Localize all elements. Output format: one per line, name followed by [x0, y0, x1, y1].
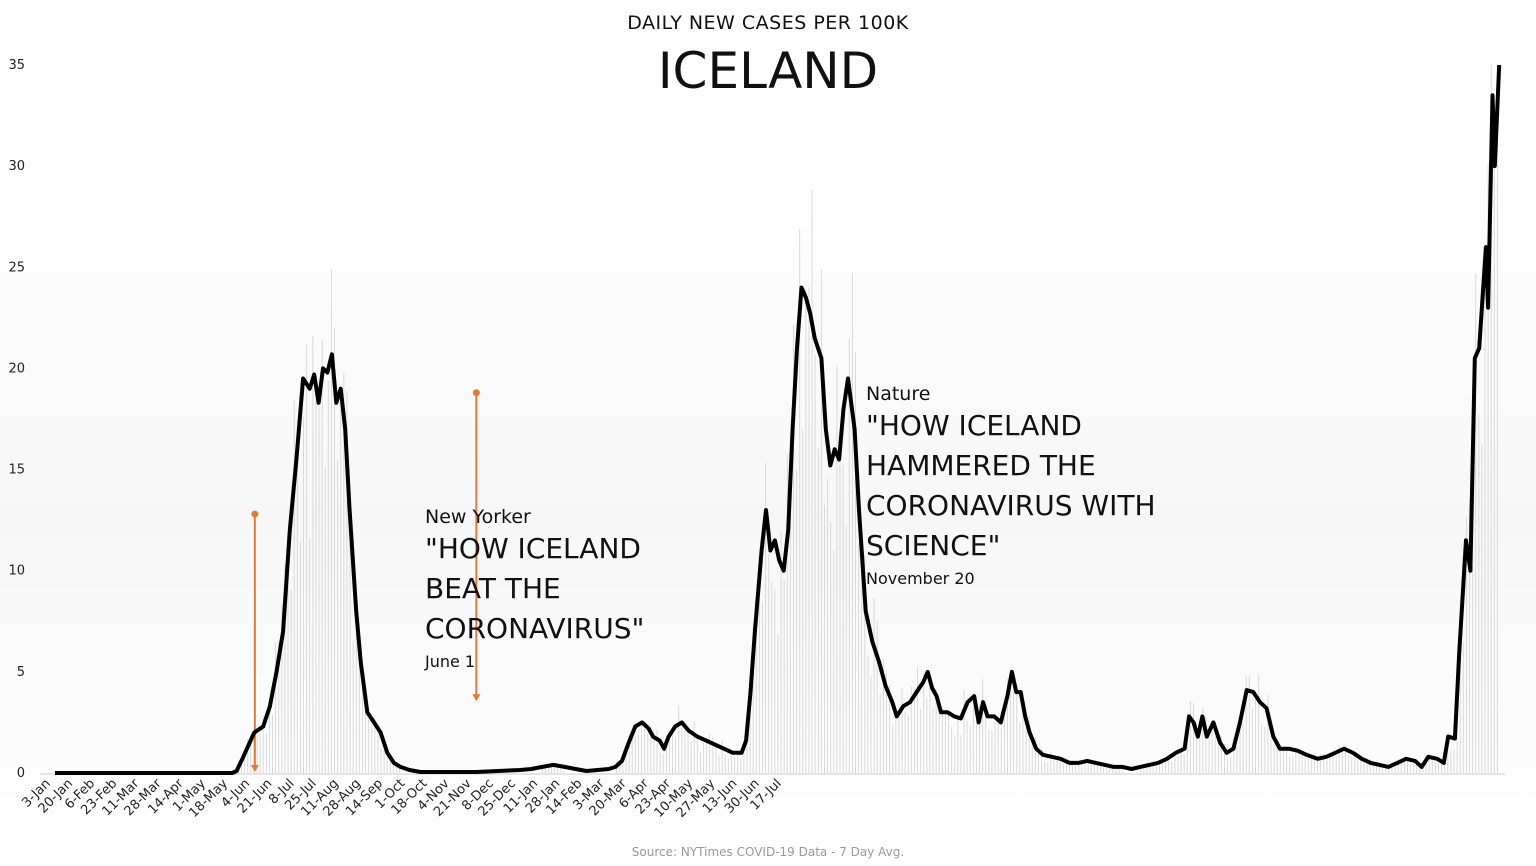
annotation-dot — [472, 389, 480, 397]
annotation-date: June 1 — [425, 652, 476, 671]
chart-title: ICELAND — [657, 42, 879, 100]
annotation-arrowhead — [472, 694, 481, 702]
annotation-headline-line: CORONAVIRUS WITH — [866, 489, 1156, 522]
source-note: Source: NYTimes COVID-19 Data - 7 Day Av… — [631, 845, 905, 859]
y-tick-label: 5 — [17, 665, 25, 680]
annotation-headline-line: "HOW ICELAND — [866, 409, 1082, 442]
y-tick-label: 10 — [8, 564, 25, 579]
y-tick-label: 20 — [8, 361, 25, 376]
annotation-new-yorker: New Yorker "HOW ICELAND BEAT THE CORONAV… — [425, 505, 644, 673]
annotation-headline-line: HAMMERED THE — [866, 449, 1096, 482]
y-tick-label: 25 — [8, 260, 25, 275]
annotation-publication: Nature — [866, 383, 931, 405]
series-line-7day-avg — [55, 64, 1502, 775]
annotation-headline-line: "HOW ICELAND — [425, 532, 641, 565]
y-tick-label: 35 — [8, 58, 25, 73]
annotation-arrowhead — [250, 765, 259, 772]
annotation-publication: New Yorker — [425, 506, 531, 528]
annotation-headline-line: BEAT THE — [425, 572, 561, 605]
annotation-headline-line: CORONAVIRUS" — [425, 612, 645, 645]
annotation-headline-line: SCIENCE" — [866, 529, 1001, 562]
annotation-date: November 20 — [866, 569, 975, 588]
y-tick-label: 15 — [8, 463, 25, 478]
y-tick-label: 30 — [8, 159, 25, 174]
annotation-dot — [251, 510, 259, 518]
annotation-nature: Nature "HOW ICELAND HAMMERED THE CORONAV… — [866, 382, 1156, 590]
daily-bars — [241, 65, 1498, 773]
annotation-markers — [250, 389, 481, 772]
y-tick-label: 0 — [17, 766, 25, 781]
chart-subtitle: DAILY NEW CASES PER 100K — [627, 12, 909, 34]
y-axis-ticks: 0 5 10 15 20 25 30 35 — [8, 58, 25, 781]
x-axis-ticks: 3-Jan20-Jan6-Feb23-Feb11-Mar28-Mar14-Apr… — [19, 776, 784, 821]
